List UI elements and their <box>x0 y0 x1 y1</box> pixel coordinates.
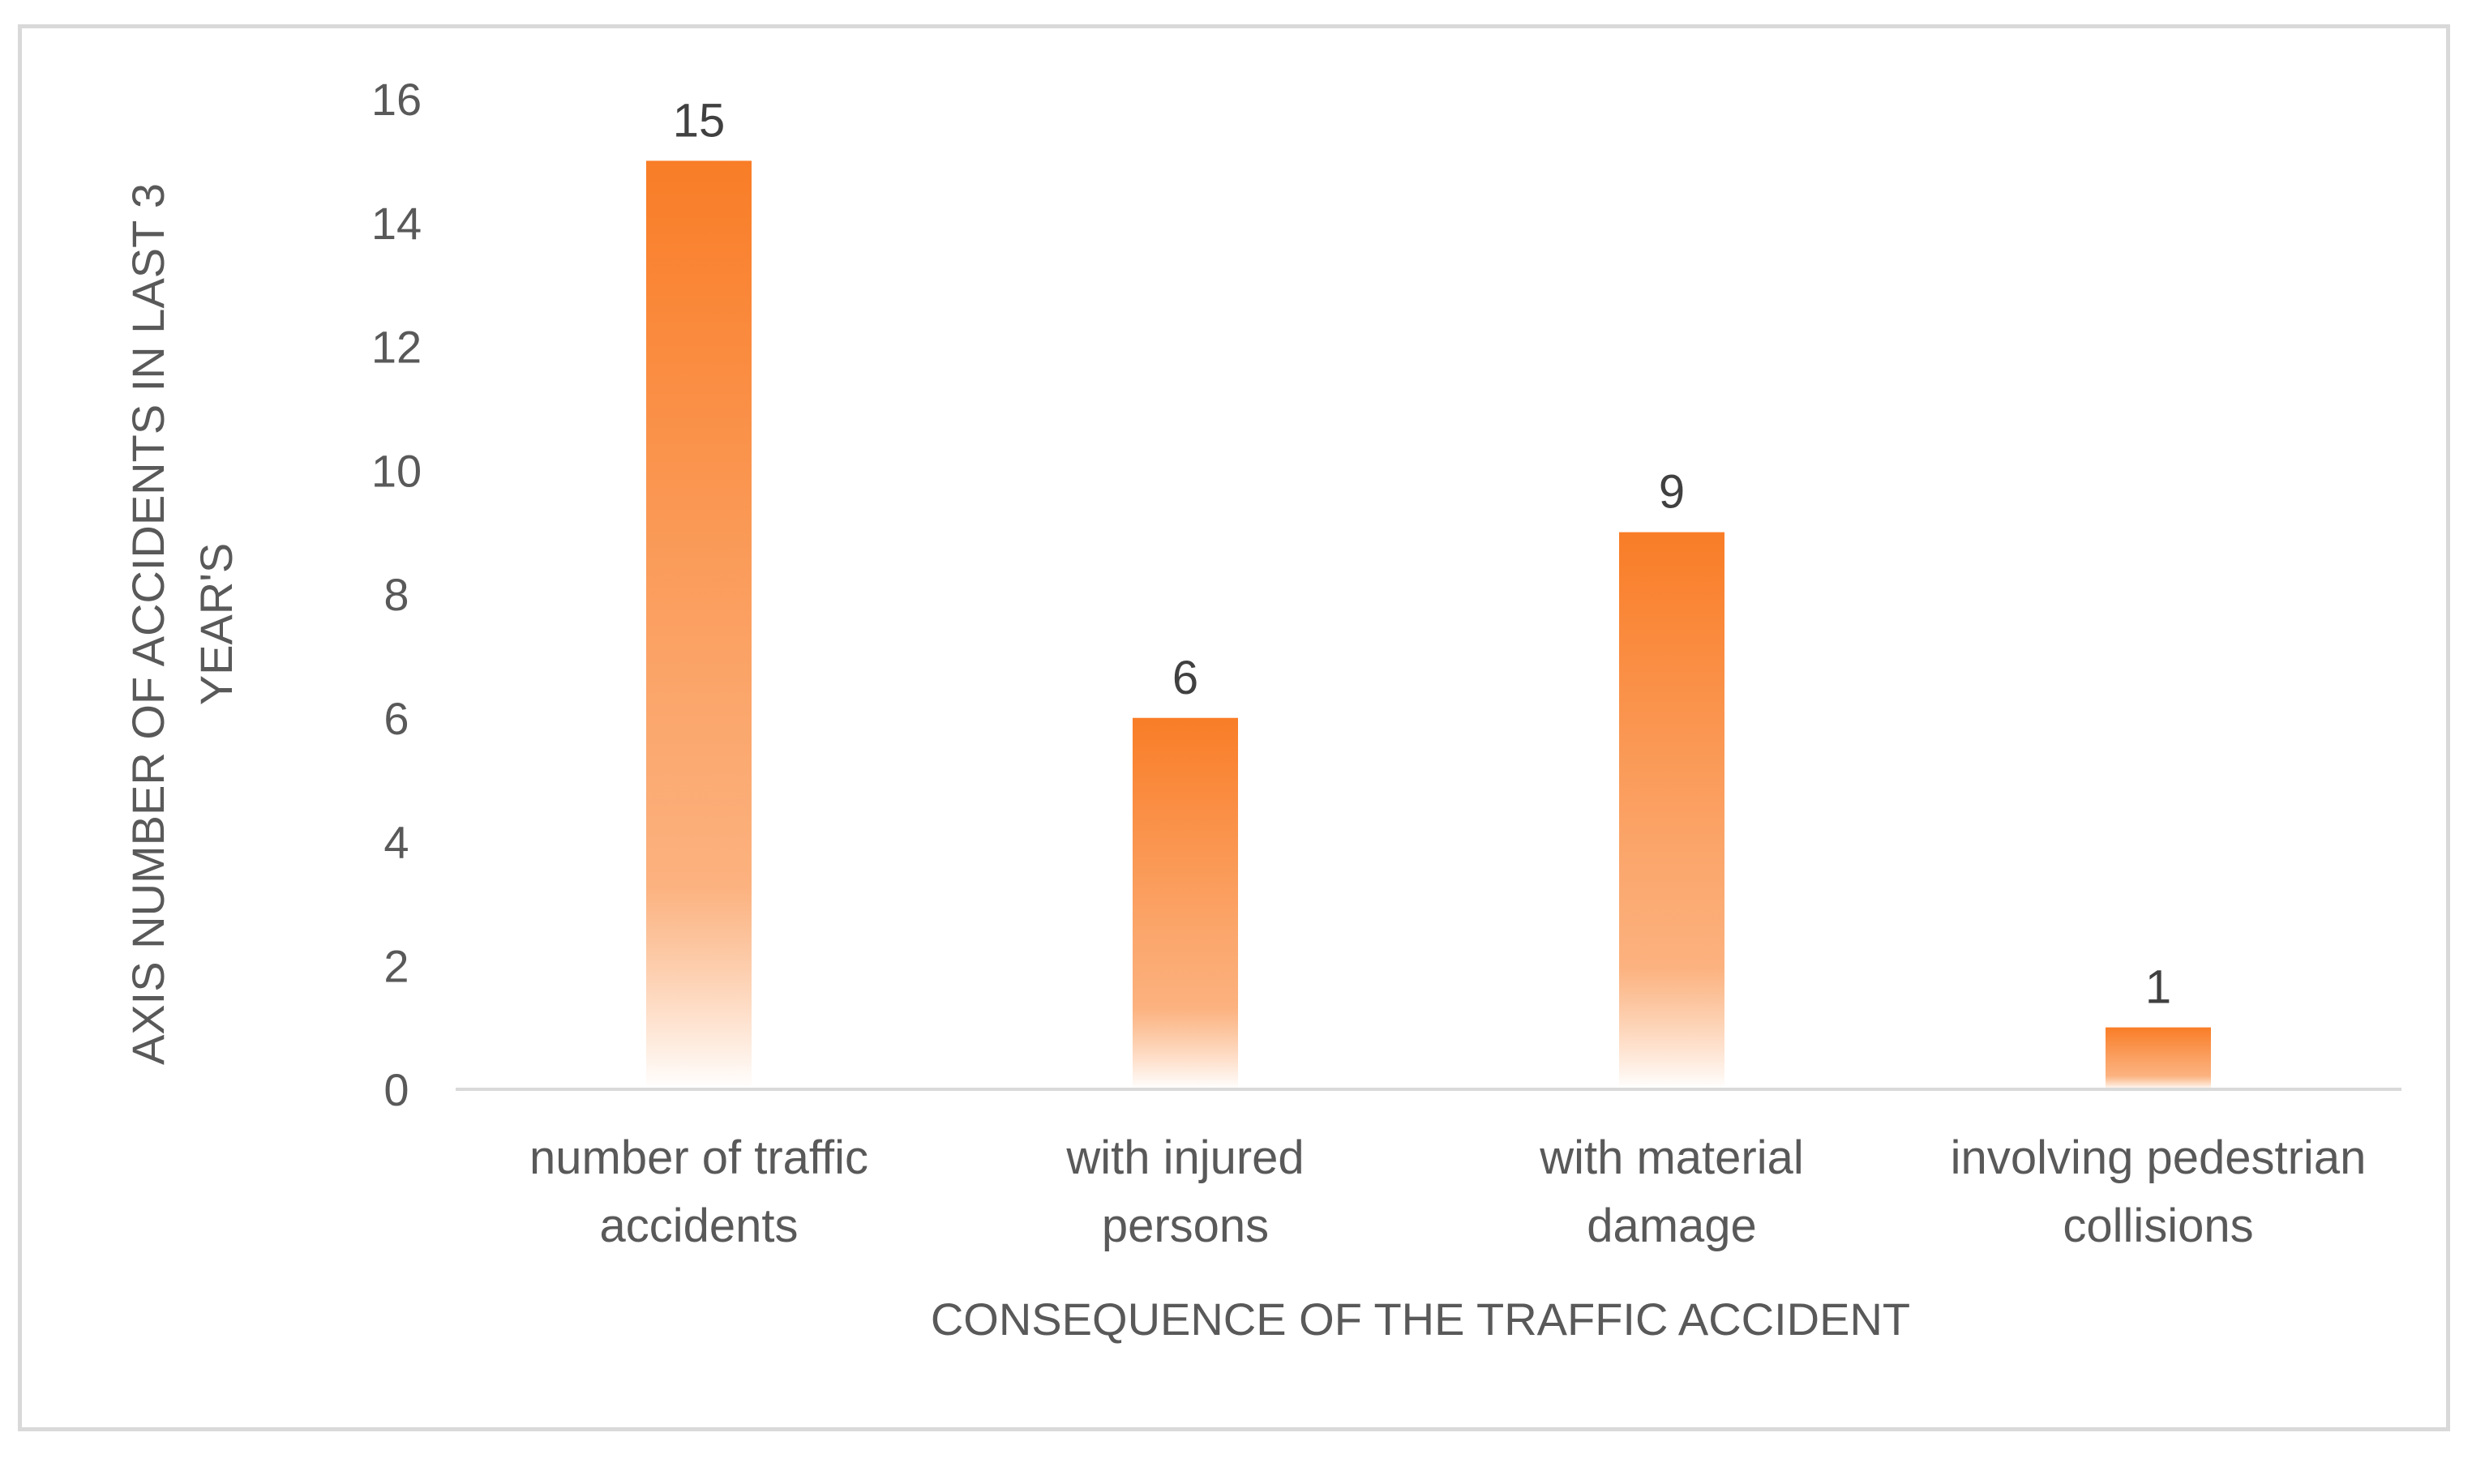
bar <box>646 160 752 1089</box>
bar-chart: 0 2 4 6 8 10 12 14 16 15 6 9 1 number of traffic acc… <box>122 74 2401 1345</box>
y-tick-label: 4 <box>383 817 409 868</box>
x-tick-label: with injured persons <box>1065 1131 1304 1252</box>
y-tick-label: 8 <box>383 569 409 620</box>
bar <box>1619 532 1724 1089</box>
x-axis-category-labels: number of traffic accidents with injured pe… <box>529 1131 2366 1252</box>
y-tick-label: 14 <box>371 198 422 249</box>
data-label: 9 <box>1659 466 1685 519</box>
y-tick-label: 6 <box>383 693 409 744</box>
y-axis-title: AXIS NUMBER OF ACCIDENTS IN LAST 3 YEAR'S <box>122 183 242 1065</box>
x-tick-label: involving pedestrian collisions <box>1951 1131 2367 1252</box>
bar <box>1133 717 1238 1089</box>
y-axis-ticks: 0 2 4 6 8 10 12 14 16 <box>371 74 422 1115</box>
data-label: 1 <box>2145 961 2171 1014</box>
data-label: 6 <box>1172 652 1198 704</box>
chart-frame: 0 2 4 6 8 10 12 14 16 15 6 9 1 number of traffic acc… <box>18 24 2450 1431</box>
bars <box>646 160 2211 1089</box>
y-tick-label: 16 <box>371 74 422 125</box>
data-label: 15 <box>673 94 726 147</box>
y-tick-label: 0 <box>383 1064 409 1115</box>
y-tick-label: 12 <box>371 322 422 373</box>
x-tick-label: with material damage <box>1539 1131 1804 1252</box>
y-tick-label: 10 <box>371 445 422 496</box>
x-tick-label: number of traffic accidents <box>529 1131 868 1252</box>
x-axis-title: CONSEQUENCE OF THE TRAFFIC ACCIDENT <box>931 1294 1910 1345</box>
y-tick-label: 2 <box>383 940 409 991</box>
bar <box>2106 1027 2211 1089</box>
data-labels: 15 6 9 1 <box>673 94 2171 1013</box>
